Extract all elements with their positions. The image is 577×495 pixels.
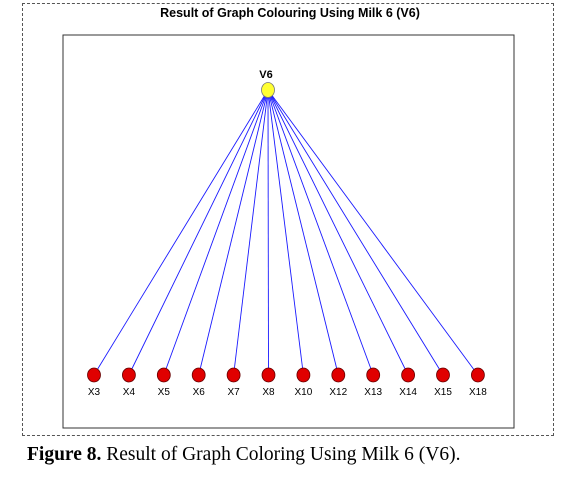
leaf-label: X6 (193, 387, 206, 398)
leaf-node (87, 367, 101, 383)
figure-title: Result of Graph Colouring Using Milk 6 (… (160, 6, 420, 20)
edge (163, 89, 269, 376)
leaf-label: X7 (227, 387, 240, 398)
root-node (261, 82, 275, 98)
leaf-label: X14 (399, 387, 417, 398)
leaf-node (156, 367, 171, 383)
edge (93, 89, 269, 376)
leaf-node (191, 367, 206, 383)
nodes: X3 X4 X5 X6 X7 X8 X10 X12 X13 X14 X15 X18 V6 (87, 69, 487, 398)
leaf-label: X18 (469, 387, 487, 398)
leaf-node (226, 367, 241, 383)
edge (267, 89, 339, 376)
leaf-label: X12 (329, 387, 347, 398)
edge (233, 89, 269, 376)
edge (198, 89, 269, 376)
leaf-label: X10 (295, 387, 313, 398)
leaf-node (470, 367, 485, 383)
root-label: V6 (259, 69, 272, 81)
caption-label: Figure 8. (27, 444, 102, 465)
edge (267, 89, 409, 376)
leaf-label: X5 (158, 387, 171, 398)
plot-box (62, 34, 515, 429)
figure: Result of Graph Colouring Using Milk 6 (… (62, 6, 515, 429)
edge (267, 89, 479, 376)
leaf-label: X3 (88, 387, 101, 398)
leaf-label: X4 (123, 387, 136, 398)
edge (267, 89, 374, 376)
leaf-node (401, 367, 416, 383)
edge (267, 89, 304, 376)
leaf-node (331, 367, 346, 383)
leaf-node (436, 367, 450, 383)
edge (128, 89, 269, 376)
leaf-node (366, 367, 381, 383)
caption-text: Result of Graph Coloring Using Milk 6 (V… (106, 444, 461, 465)
leaf-label: X13 (364, 387, 382, 398)
leaf-node (121, 367, 136, 383)
caption: Figure 8. Result of Graph Coloring Using… (27, 440, 547, 469)
figure-frame (22, 3, 554, 436)
edges (93, 89, 479, 376)
leaf-label: X8 (262, 387, 275, 398)
edge (267, 89, 444, 376)
leaf-node (296, 367, 311, 383)
leaf-node (261, 367, 276, 383)
leaf-label: X15 (434, 387, 452, 398)
edge (267, 89, 269, 376)
